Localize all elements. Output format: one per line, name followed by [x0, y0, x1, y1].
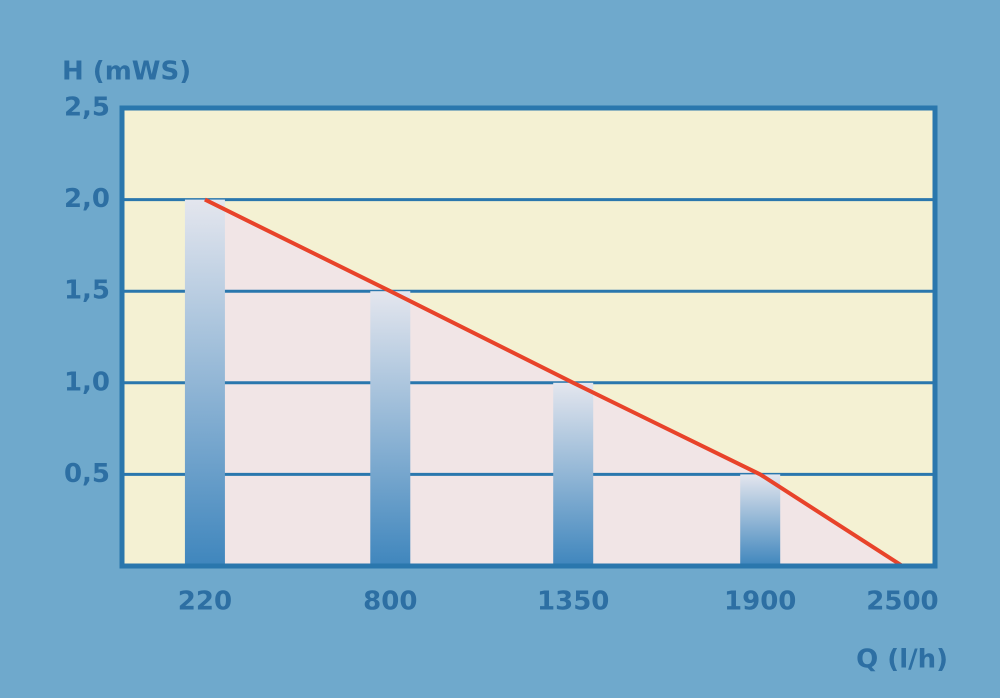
x-tick-label: 1900: [724, 587, 796, 617]
x-tick-label: 2500: [866, 587, 938, 617]
x-tick-label: 800: [363, 587, 417, 617]
bar: [370, 291, 411, 566]
bar: [184, 199, 225, 566]
y-tick-label: 0,5: [64, 459, 110, 489]
x-tick-label: 220: [178, 587, 232, 617]
y-tick-label: 1,0: [64, 367, 110, 397]
curve-line: [204, 197, 904, 568]
y-tick-label: 2,5: [64, 93, 110, 123]
bar: [740, 474, 781, 566]
plot-frame: [119, 105, 938, 569]
x-tick-label: 1350: [537, 587, 609, 617]
y-tick-label: 2,0: [64, 184, 110, 214]
x-axis-label: Q (l/h): [856, 645, 948, 675]
y-axis-label: H (mWS): [62, 57, 191, 87]
y-tick-label: 1,5: [64, 276, 110, 306]
bar: [553, 382, 594, 566]
